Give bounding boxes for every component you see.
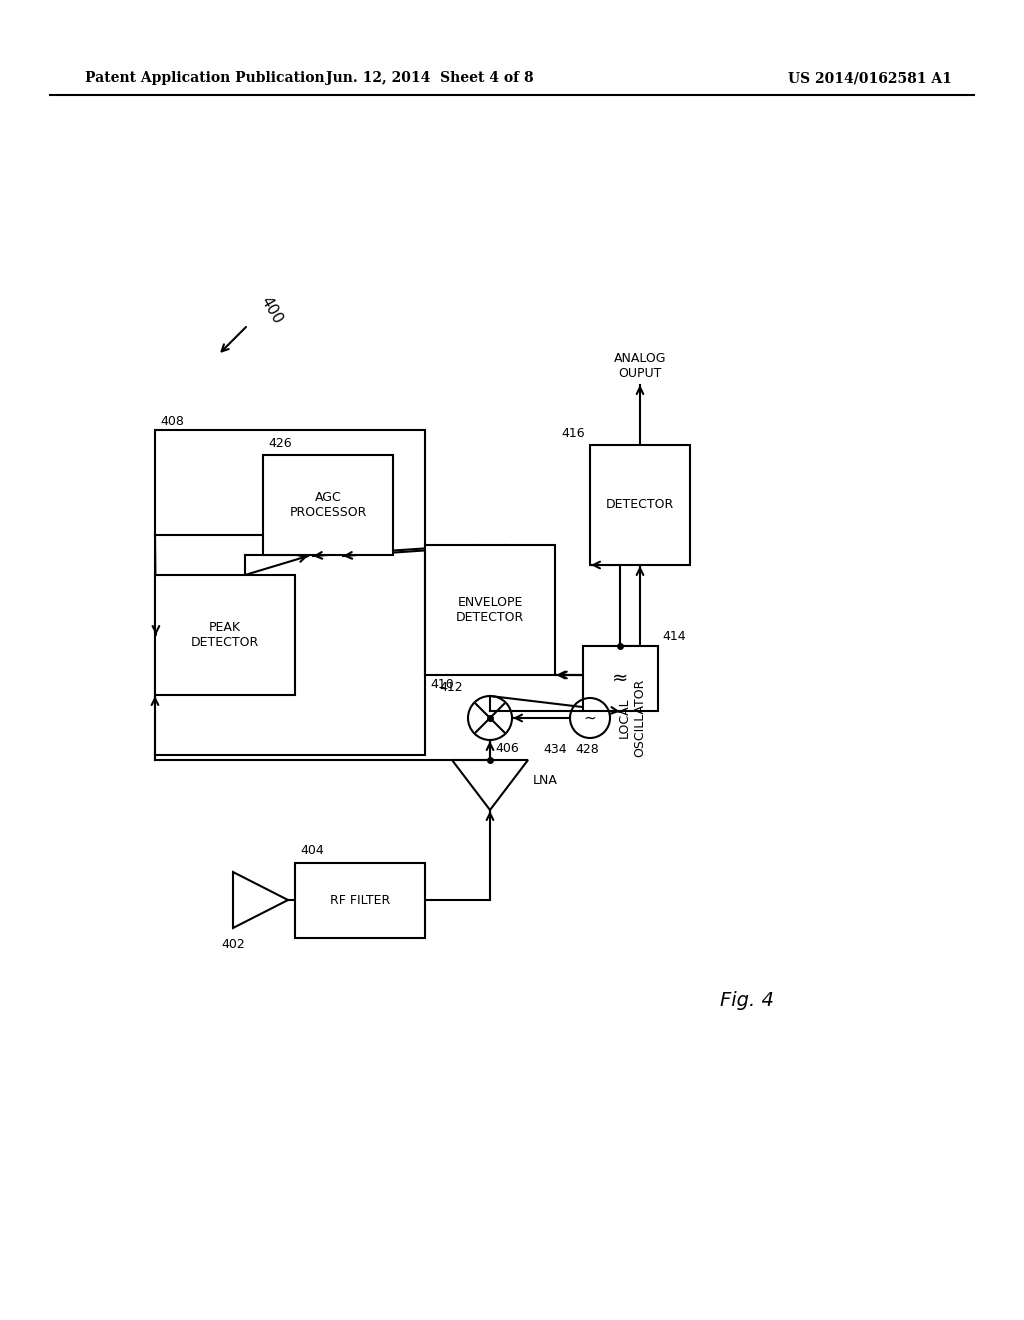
- Text: 408: 408: [160, 414, 184, 428]
- Text: ENVELOPE
DETECTOR: ENVELOPE DETECTOR: [456, 597, 524, 624]
- Text: ~: ~: [584, 710, 596, 726]
- Text: RF FILTER: RF FILTER: [330, 894, 390, 907]
- Text: 416: 416: [561, 426, 585, 440]
- Text: ≈: ≈: [611, 668, 628, 688]
- Text: 412: 412: [439, 681, 463, 694]
- Text: 426: 426: [268, 437, 292, 450]
- Text: Jun. 12, 2014  Sheet 4 of 8: Jun. 12, 2014 Sheet 4 of 8: [327, 71, 534, 84]
- Text: DETECTOR: DETECTOR: [606, 499, 674, 511]
- Bar: [263, 455, 393, 554]
- Text: 400: 400: [258, 294, 286, 326]
- Text: ANALOG
OUPUT: ANALOG OUPUT: [613, 352, 667, 380]
- Text: Patent Application Publication: Patent Application Publication: [85, 71, 325, 84]
- Text: LOCAL
OSCILLATOR: LOCAL OSCILLATOR: [618, 678, 646, 758]
- Text: PEAK
DETECTOR: PEAK DETECTOR: [190, 620, 259, 649]
- Text: US 2014/0162581 A1: US 2014/0162581 A1: [788, 71, 952, 84]
- Text: 414: 414: [663, 630, 686, 643]
- Text: Fig. 4: Fig. 4: [720, 990, 774, 1010]
- Bar: [155, 430, 425, 755]
- Text: LNA: LNA: [534, 774, 558, 787]
- Text: 428: 428: [575, 743, 599, 756]
- Bar: [295, 862, 425, 937]
- Text: 402: 402: [221, 939, 245, 950]
- Text: 434: 434: [544, 743, 567, 756]
- Text: 410: 410: [430, 678, 454, 690]
- Bar: [155, 576, 295, 696]
- Text: AGC
PROCESSOR: AGC PROCESSOR: [290, 491, 367, 519]
- Bar: [590, 445, 690, 565]
- Text: 404: 404: [300, 845, 324, 858]
- Bar: [583, 645, 657, 710]
- Bar: [425, 545, 555, 675]
- Text: 406: 406: [495, 742, 519, 755]
